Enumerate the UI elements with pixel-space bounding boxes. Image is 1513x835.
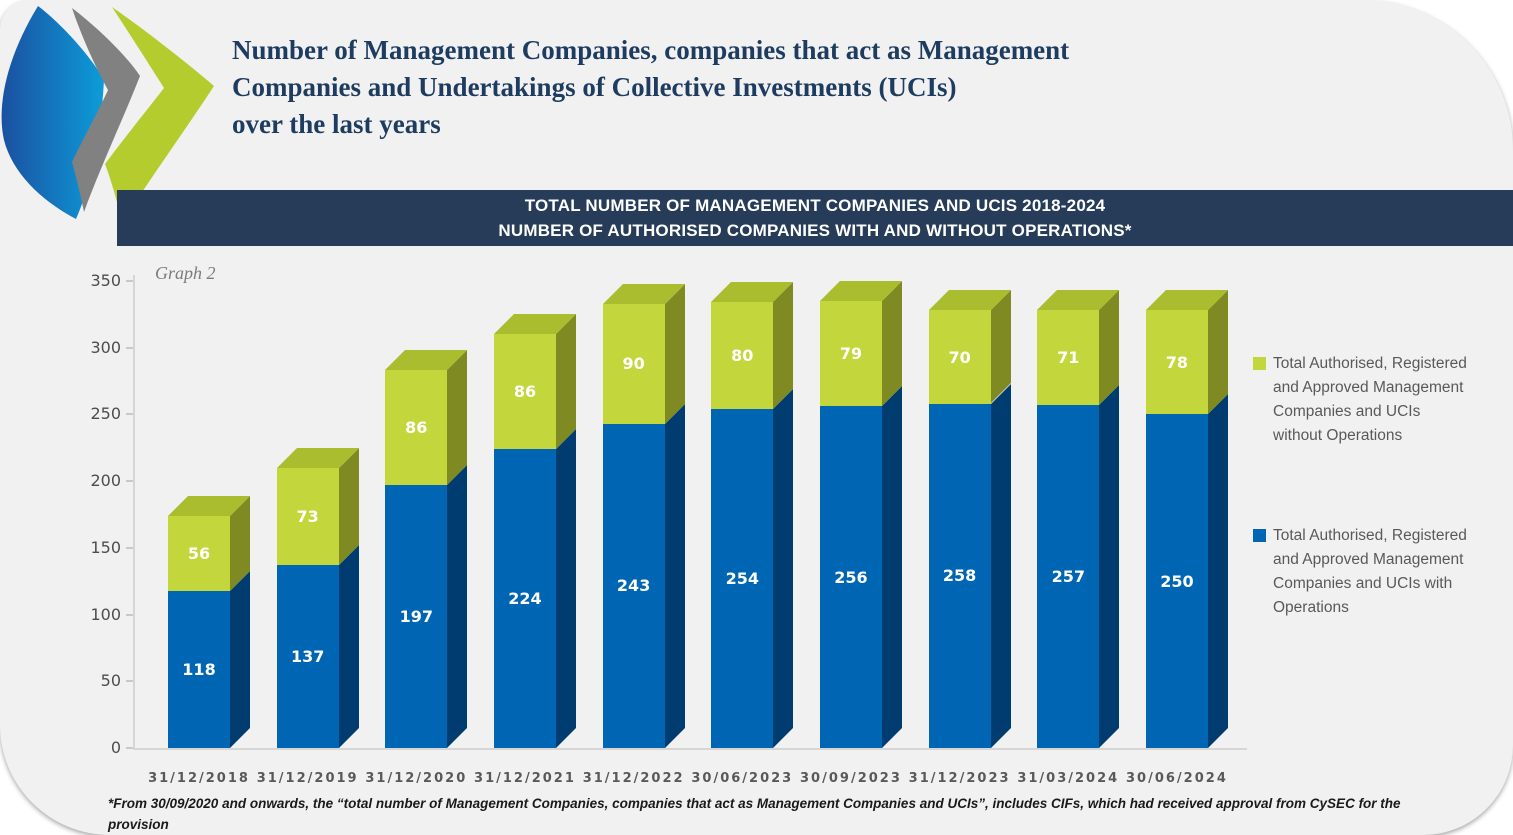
bar-segment-without-operations: 70 [928,310,991,404]
y-axis-label: 350 [90,271,121,290]
x-axis-label: 31/12/2019 [256,771,359,786]
bar-side-face [773,389,794,748]
stacked-bar: 224 86 [493,275,576,748]
bar-side-face [447,350,468,486]
y-axis-label: 300 [90,337,121,357]
x-axis-label: 30/06/2024 [1126,771,1228,786]
legend-item: Total Authorised, Registered and Approve… [1253,352,1509,448]
bar-side-face [664,403,685,748]
bar-segment-without-operations: 78 [1145,310,1208,415]
bar-side-face [664,283,685,424]
y-axis-tick [126,413,133,416]
legend-swatch-icon [1253,357,1266,370]
bar-segment-with-operations: 118 [168,590,230,748]
bar-segment-with-operations: 256 [819,406,882,748]
x-axis-label: 30/09/2023 [800,771,902,786]
bar-side-face [1207,290,1228,415]
stacked-bar: 258 70 [928,275,1011,748]
bar-segment-without-operations: 56 [168,515,230,591]
stacked-bar: 250 78 [1145,275,1228,748]
bar-side-face [447,465,468,748]
bar-side-face [990,383,1011,748]
bar-segment-with-operations: 254 [711,409,774,748]
y-axis-tick [126,280,133,282]
bar-segment-without-operations: 73 [276,467,339,566]
bar-side-face [773,282,794,410]
x-axis-label: 30/06/2023 [691,771,794,786]
bar-side-face [338,447,359,566]
y-axis-label: 250 [90,404,121,424]
bar-segment-with-operations: 197 [385,485,448,748]
bar-side-face [881,386,902,748]
graph-number-label: Graph 2 [155,263,216,283]
bar-segment-without-operations: 79 [819,301,882,407]
bar-side-face [555,314,576,450]
bar-side-face [881,281,902,407]
bar-segment-without-operations: 86 [385,370,448,486]
stacked-bar: 197 86 [385,275,468,748]
y-axis-tick [126,546,133,549]
bar-side-face [1207,394,1228,748]
stacked-bar: 257 71 [1037,275,1120,748]
plot-area: 0 50 100 150 200 250 300 350 118 56 31/12/2018 137 7… [90,271,1247,786]
bar-segment-with-operations: 243 [602,423,665,748]
chart-legend: Total Authorised, Registered and Approve… [1253,352,1509,620]
legend-swatch-icon [1253,529,1266,542]
bar-segment-with-operations: 250 [1145,414,1208,748]
bar-segment-without-operations: 71 [1037,310,1100,406]
stacked-bar: 256 79 [819,275,902,748]
bar-segment-with-operations: 257 [1037,405,1100,748]
bar-segment-without-operations: 80 [711,302,774,410]
y-axis-tick [126,613,133,616]
bar-segment-without-operations: 86 [493,334,556,450]
stacked-bar: 243 90 [602,275,685,748]
company-logo [1,6,214,223]
y-axis-label: 0 [110,738,121,757]
stacked-bar: 254 80 [711,275,794,748]
x-axis-label: 31/03/2024 [1017,771,1120,786]
y-axis-label: 150 [90,537,121,557]
legend-item: Total Authorised, Registered and Approve… [1253,524,1509,620]
legend-label: Total Authorised, Registered and Approve… [1273,355,1467,444]
y-axis-tick [126,480,133,483]
bar-side-face [338,545,359,748]
bar-side-face [1099,385,1120,748]
x-axis-label: 31/12/2022 [582,771,685,786]
x-axis-label: 31/12/2021 [474,771,576,786]
x-axis-label: 31/12/2023 [908,771,1011,786]
stacked-bar: 118 56 [168,275,250,748]
y-axis-label: 100 [90,604,121,624]
stacked-bar: 137 73 [276,275,359,748]
y-axis-label: 200 [90,471,121,491]
bar-segment-with-operations: 137 [276,565,339,748]
logo-gray-chevron [72,8,140,212]
legend-label: Total Authorised, Registered and Approve… [1273,527,1467,616]
footnote: *From 30/09/2020 and onwards, the “total… [108,796,1401,832]
bar-segment-without-operations: 90 [602,303,665,424]
bar-side-face [555,429,576,748]
bar-segment-with-operations: 258 [928,403,991,748]
logo-green-chevron [105,7,214,223]
y-axis-tick [126,346,133,349]
y-axis-tick [126,680,133,683]
bar-segment-with-operations: 224 [493,449,556,748]
y-axis-tick [126,747,133,749]
y-axis-label: 50 [100,671,121,691]
bar-side-face [230,570,250,748]
x-axis-label: 31/12/2020 [365,771,468,786]
chart-title-banner: TOTAL NUMBER OF MANAGEMENT COMPANIES AND… [117,190,1513,246]
page-title: Number of Management Companies, companie… [232,35,1070,139]
x-axis-label: 31/12/2018 [148,771,250,786]
